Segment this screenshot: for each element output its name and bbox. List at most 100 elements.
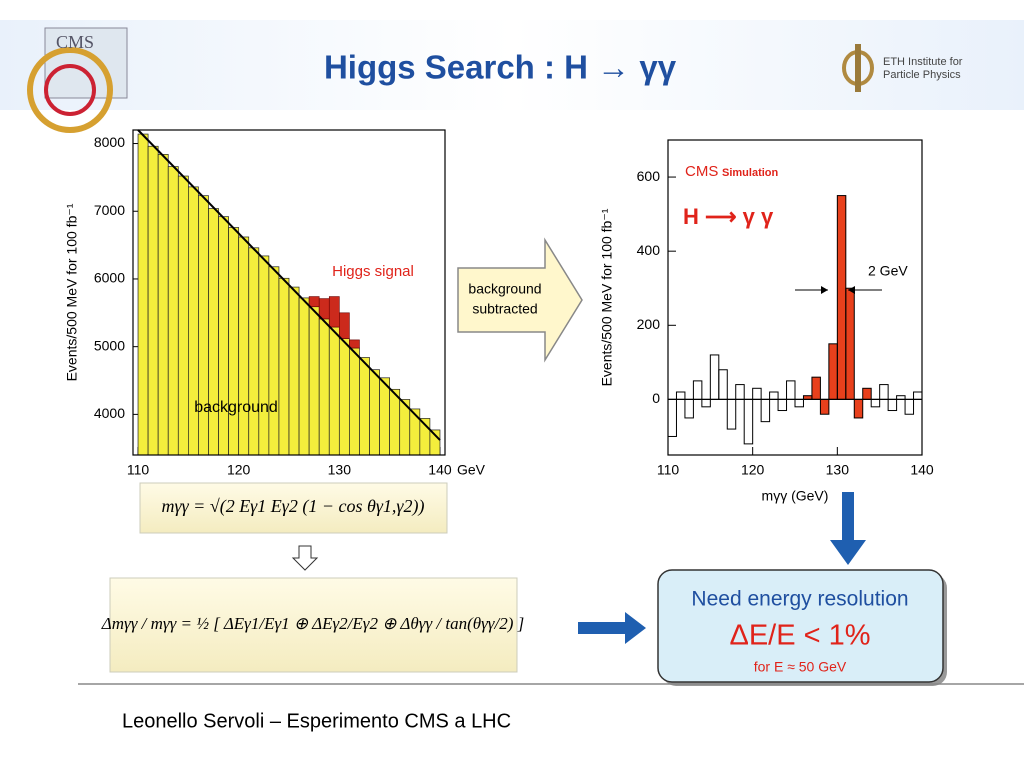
y-label: Events/500 MeV for 100 fb⁻¹ [599, 208, 615, 386]
signal-bar [828, 343, 838, 400]
signal-bar [308, 296, 320, 308]
y-tick-label: 8000 [94, 134, 125, 150]
bar [692, 380, 703, 400]
bar [794, 398, 804, 408]
subtract-arrow: background subtracted [457, 237, 583, 363]
signal-bar [328, 296, 340, 328]
bar [177, 175, 189, 456]
x-tick-label: 130 [826, 462, 850, 478]
bar [248, 247, 260, 456]
fit-line [137, 129, 441, 441]
bar [879, 384, 889, 400]
logo-text: Particle Physics [883, 69, 961, 81]
bar [904, 398, 915, 415]
bar [218, 216, 229, 456]
header-band [0, 20, 1024, 110]
bar [675, 391, 686, 400]
bar [887, 398, 898, 412]
signal-bar [349, 339, 360, 349]
signal-bar [820, 399, 830, 415]
x-tick-label: 110 [127, 462, 150, 478]
x-tick-label: 120 [227, 462, 251, 478]
annotation: background [194, 399, 278, 416]
signal-bar [318, 298, 330, 320]
bar [667, 398, 677, 437]
bar [913, 391, 923, 400]
x-tick-label: 130 [328, 462, 352, 478]
bar [870, 398, 881, 408]
signal-bar [845, 287, 855, 400]
x-label: mγγ (GeV) [762, 488, 829, 504]
bar [278, 277, 290, 456]
logo-text: CMS [56, 32, 94, 52]
bar [409, 408, 421, 456]
eth-logo: ETH Institute for Particle Physics [842, 44, 963, 92]
bar [258, 255, 270, 456]
footer: Leonello Servoli – Esperimento CMS a LHC [122, 710, 511, 732]
formula: Δmγγ / mγγ = ½ [ ΔEγ1/Eγ1 ⊕ ΔEγ2/Eγ2 ⊕ Δ… [101, 614, 525, 633]
signal-bar [854, 399, 863, 419]
y-tick-label: 200 [637, 316, 661, 332]
plot-frame [667, 139, 923, 456]
bar [338, 338, 350, 456]
signal-bar [811, 376, 821, 400]
bar [268, 266, 280, 456]
y-tick-label: 5000 [94, 337, 125, 353]
cms-logo: CMS [27, 27, 128, 133]
bar [743, 398, 754, 445]
bar [701, 398, 711, 408]
arrow-label: subtracted [472, 301, 537, 317]
annotation: H ⟶ γ γ [683, 204, 774, 229]
x-tick-label: 140 [428, 462, 452, 478]
bar [328, 326, 340, 456]
x-tick-label: 120 [741, 462, 765, 478]
arrow-head [848, 286, 855, 294]
bar [752, 387, 762, 400]
arrow-label: background [468, 281, 541, 297]
formula-box [109, 577, 518, 673]
annotation: 2 GeV [868, 263, 908, 279]
logo-text: ETH Institute for [883, 56, 963, 68]
bar [208, 208, 219, 456]
annotation: CMS [685, 163, 718, 180]
y-tick-label: 400 [637, 242, 661, 258]
bar [349, 347, 360, 456]
x-tick-label: 110 [657, 462, 680, 478]
right-arrow [578, 612, 646, 644]
down-arrow [291, 545, 319, 571]
bar [238, 236, 250, 456]
y-tick-label: 7000 [94, 202, 125, 218]
signal-bar [339, 312, 350, 339]
annotation: Higgs signal [332, 263, 414, 280]
bar [308, 306, 320, 456]
bar [157, 154, 169, 456]
bar [726, 398, 737, 430]
bar [777, 398, 788, 412]
arrow-head [821, 286, 828, 294]
y-tick-label: 0 [652, 390, 660, 406]
bar [769, 391, 779, 400]
result-box [657, 569, 944, 683]
bar [359, 357, 370, 456]
bar [298, 297, 310, 456]
y-tick-label: 4000 [94, 405, 125, 421]
formula: mγγ = √(2 Eγ1 Eγ2 (1 − cos θγ1,γ2)) [161, 496, 424, 517]
bar [735, 384, 745, 400]
bar [288, 286, 300, 456]
bar [718, 369, 728, 400]
result-text: for E ≈ 50 GeV [754, 659, 847, 675]
bar [167, 166, 179, 456]
bar [228, 227, 240, 456]
bar [147, 145, 159, 456]
y-label: Events/500 MeV for 100 fb⁻¹ [64, 203, 80, 381]
bar [379, 377, 390, 456]
bar [137, 133, 149, 456]
formula-box [139, 482, 448, 534]
title: Higgs Search : H → γγ [324, 49, 677, 86]
y-tick-label: 6000 [94, 270, 125, 286]
signal-bar [862, 388, 872, 400]
x-tick-label: 140 [910, 462, 934, 478]
bar [709, 354, 720, 400]
